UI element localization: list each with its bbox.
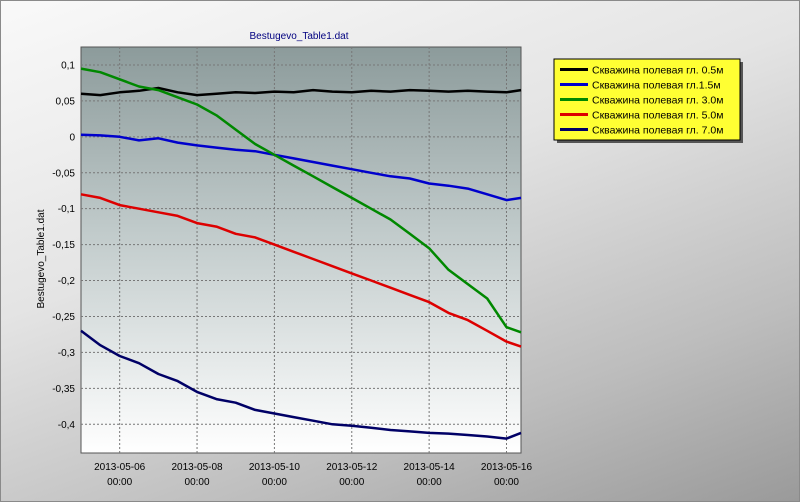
legend-entry-label: Скважина полевая гл.1.5м xyxy=(592,80,721,92)
chart-title: Bestugevo_Table1.dat xyxy=(250,31,349,42)
series-line-3 xyxy=(80,193,522,348)
y-tick-label: -0,1 xyxy=(58,204,76,215)
y-axis-label: Bestugevo_Table1.dat xyxy=(36,209,47,308)
y-tick-label: 0,05 xyxy=(56,96,76,107)
x-tick-date: 2013-05-16 xyxy=(481,462,533,473)
x-tick-time: 00:00 xyxy=(494,477,519,488)
x-tick-time: 00:00 xyxy=(107,477,132,488)
y-tick-label: -0,2 xyxy=(58,276,76,287)
plot-area xyxy=(80,46,522,454)
series-lines xyxy=(80,67,522,440)
y-tick-label: -0,15 xyxy=(52,240,75,251)
x-tick-date: 2013-05-12 xyxy=(326,462,378,473)
x-tick-date: 2013-05-10 xyxy=(249,462,301,473)
series-line-2 xyxy=(80,67,522,334)
y-tick-label: -0,35 xyxy=(52,384,75,395)
x-tick-time: 00:00 xyxy=(262,477,287,488)
legend-entry-label: Скважина полевая гл. 0.5м xyxy=(592,65,723,77)
series-line-4 xyxy=(80,329,522,440)
series-line-1 xyxy=(80,133,522,202)
y-tick-label: -0,25 xyxy=(52,312,75,323)
y-tick-label: -0,05 xyxy=(52,168,75,179)
x-tick-date: 2013-05-14 xyxy=(404,462,456,473)
legend-entry-label: Скважина полевая гл. 3.0м xyxy=(592,95,723,107)
grid xyxy=(81,47,521,453)
y-tick-label: -0,3 xyxy=(58,348,76,359)
y-tick-label: -0,4 xyxy=(58,420,76,431)
legend-entry-label: Скважина полевая гл. 7.0м xyxy=(592,125,723,137)
y-axis: 0,1 0,05 0 -0,05 -0,1 -0,15 -0,2 -0,25 -0,3 -0,35… xyxy=(52,60,75,430)
y-tick-label: 0 xyxy=(69,132,75,143)
x-tick-date: 2013-05-08 xyxy=(171,462,223,473)
x-axis: 2013-05-06 00:00 2013-05-08 00:00 2013-05-10… xyxy=(94,462,532,488)
y-tick-label: 0,1 xyxy=(61,60,75,71)
x-tick-date: 2013-05-06 xyxy=(94,462,146,473)
legend-entry-label: Скважина полевая гл. 5.0м xyxy=(592,110,723,122)
x-tick-time: 00:00 xyxy=(185,477,210,488)
x-tick-time: 00:00 xyxy=(339,477,364,488)
legend: Скважина полевая гл. 0.5м Скважина полева… xyxy=(553,58,743,143)
x-tick-time: 00:00 xyxy=(417,477,442,488)
